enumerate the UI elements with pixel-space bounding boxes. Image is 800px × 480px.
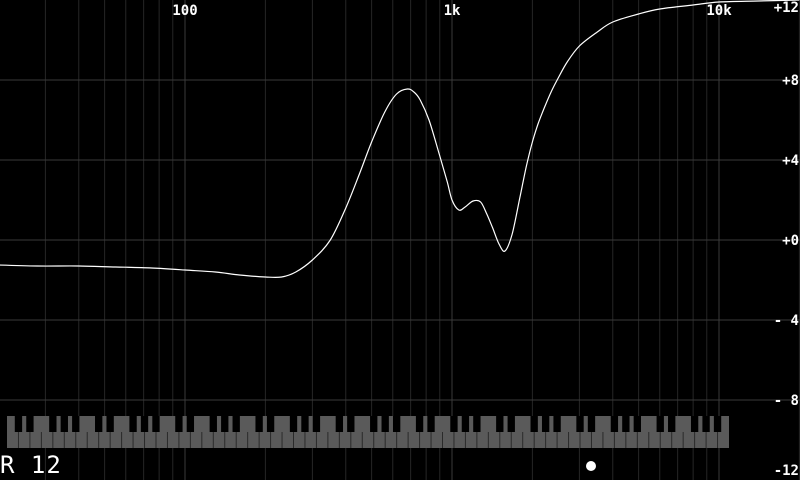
black-key <box>530 416 538 432</box>
black-key <box>622 416 630 432</box>
y-axis-ticks: +12 +8 +4 +0 - 4 - 8 -12 <box>774 0 799 479</box>
x-tick-label: 1k <box>444 3 461 19</box>
y-tick-label: - 4 <box>774 313 799 329</box>
black-key <box>690 416 699 432</box>
black-key <box>152 416 160 432</box>
black-key <box>106 416 114 432</box>
black-key <box>301 416 309 432</box>
black-key <box>289 416 298 432</box>
black-key <box>370 416 378 432</box>
black-key <box>129 416 137 432</box>
y-tick-label: +12 <box>774 0 799 16</box>
black-key <box>221 416 229 432</box>
black-key <box>14 416 23 432</box>
black-key <box>427 416 435 432</box>
black-key <box>507 416 515 432</box>
black-key <box>381 416 389 432</box>
response-curve-layer <box>0 0 800 279</box>
y-tick-label: - 8 <box>774 393 799 409</box>
black-key <box>175 416 183 432</box>
black-key <box>209 416 217 432</box>
black-key <box>266 416 275 432</box>
black-key <box>576 416 584 432</box>
x-tick-label: 100 <box>172 3 197 19</box>
black-key <box>541 416 550 432</box>
black-key <box>415 416 424 432</box>
black-key <box>633 416 641 432</box>
black-key <box>496 416 504 432</box>
y-tick-label: +4 <box>782 153 799 169</box>
black-key <box>668 416 676 432</box>
black-key <box>553 416 561 432</box>
black-key <box>587 416 596 432</box>
black-key <box>473 416 481 432</box>
black-key <box>461 416 470 432</box>
black-key <box>255 416 263 432</box>
y-tick-label: -12 <box>774 463 799 479</box>
eq-response-curve <box>0 0 800 279</box>
y-tick-label: +0 <box>782 233 799 249</box>
black-key <box>656 416 664 432</box>
black-key <box>232 416 240 432</box>
channel-readout: R 12 <box>0 451 62 479</box>
black-key <box>140 416 149 432</box>
x-tick-label: 10k <box>706 3 732 19</box>
black-key <box>450 416 458 432</box>
black-key <box>26 416 34 432</box>
black-key <box>95 416 103 432</box>
black-key <box>60 416 68 432</box>
position-indicator-dot <box>586 461 596 471</box>
black-key <box>610 416 619 432</box>
black-key <box>312 416 321 432</box>
black-key <box>186 416 195 432</box>
black-key <box>713 416 722 432</box>
black-key <box>335 416 344 432</box>
black-key <box>392 416 401 432</box>
black-key <box>702 416 710 432</box>
black-key <box>49 416 57 432</box>
black-key <box>347 416 355 432</box>
y-tick-label: +8 <box>782 73 799 89</box>
black-key <box>72 416 80 432</box>
keyboard-background <box>7 416 729 448</box>
x-axis-ticks: 100 1k 10k <box>172 3 732 19</box>
piano-keyboard[interactable] <box>7 416 729 448</box>
